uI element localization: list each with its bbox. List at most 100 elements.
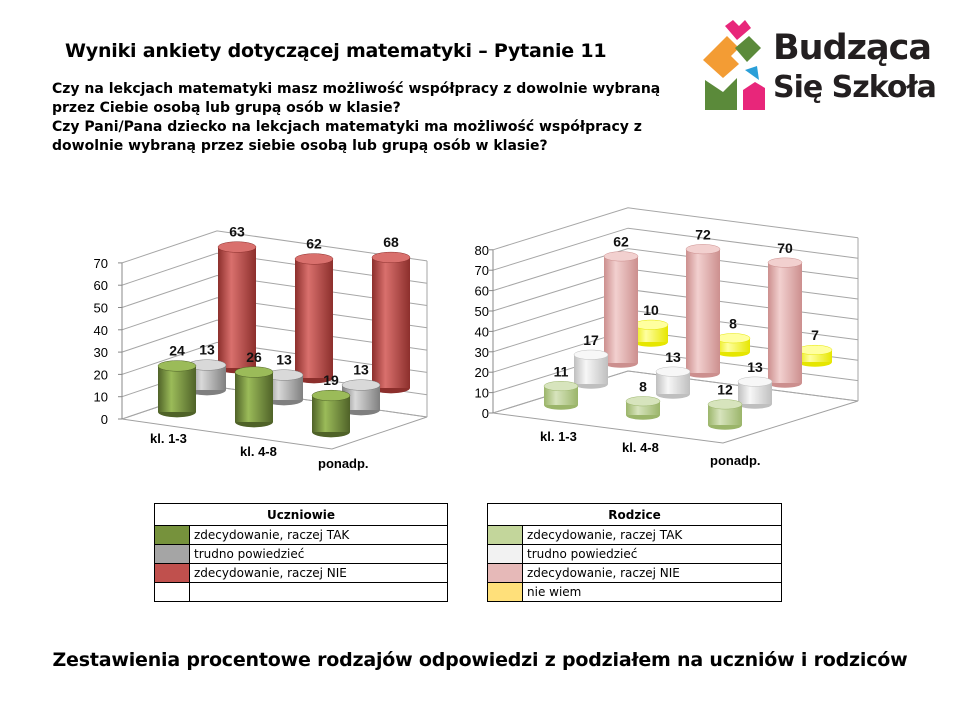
bar-top [311, 389, 351, 402]
bar-trudno-powiedzie-: 13 [655, 349, 691, 399]
logo-text-line2: Się Szkoła [773, 70, 937, 105]
bar-top [797, 344, 833, 355]
y-tick-label: 50 [475, 304, 489, 319]
legend-label: zdecydowanie, raczej TAK [189, 525, 448, 545]
data-label: 72 [695, 226, 711, 242]
bar-top [655, 366, 691, 377]
bar-body [312, 395, 350, 432]
gridline [492, 248, 859, 292]
gridline [121, 297, 428, 331]
bar-zdecydowanie-raczej-tak: 11 [543, 363, 579, 410]
bar-trudno-powiedzie-: 13 [737, 359, 773, 409]
legend-label: zdecydowanie, raczej NIE [522, 563, 782, 583]
data-label: 10 [643, 302, 659, 318]
legend-swatch [487, 544, 523, 564]
data-label: 68 [383, 234, 399, 250]
legend-students: Uczniowie zdecydowanie, raczej TAK trudn… [154, 503, 448, 602]
legend-swatch [487, 582, 523, 602]
bar-nie-wiem: 7 [797, 327, 833, 367]
data-label: 8 [639, 378, 647, 394]
slide-title: Wyniki ankiety dotyczącej matematyki – P… [65, 40, 607, 62]
logo-mark-icon [703, 20, 765, 110]
x-category-label: kl. 1-3 [150, 431, 187, 446]
bar-top [234, 366, 274, 378]
bar-body [218, 247, 256, 368]
bar-zdecydowanie-raczej-nie: 63 [217, 224, 257, 374]
bar-top [625, 396, 661, 407]
x-category-label: ponadp. [318, 456, 369, 471]
chart-students: 0 10 20 30 40 50 60 70 kl. 1-3 kl. 4-8 ponadp. 63 62… [94, 224, 428, 471]
legend-swatch [487, 525, 523, 545]
bar-body [295, 258, 333, 378]
data-label: 17 [583, 332, 599, 348]
y-tick-label: 60 [475, 284, 489, 299]
legend-parents: Rodzice zdecydowanie, raczej TAK trudno … [487, 503, 782, 602]
y-tick-label: 0 [482, 406, 489, 421]
y-tick-label: 10 [475, 386, 489, 401]
data-label: 24 [169, 343, 185, 359]
bar-body [708, 404, 742, 425]
bar-body [656, 371, 690, 394]
bar-zdecydowanie-raczej-nie: 70 [767, 240, 803, 388]
bar-zdecydowanie-raczej-tak: 26 [234, 349, 274, 428]
data-label: 63 [229, 224, 245, 240]
bar-top [603, 251, 639, 262]
y-tick-label: 40 [94, 323, 108, 338]
y-tick-label: 70 [475, 263, 489, 278]
y-tick-label: 30 [94, 345, 108, 360]
data-label: 13 [665, 349, 681, 365]
data-label: 8 [729, 315, 737, 331]
question-text: Czy na lekcjach matematyki masz możliwoś… [52, 80, 672, 156]
slide-caption: Zestawienia procentowe rodzajów odpowied… [52, 649, 908, 671]
data-label: 13 [353, 362, 369, 378]
y-tick-label: 70 [94, 256, 108, 271]
bar-top [685, 244, 721, 255]
bar-top [573, 349, 609, 360]
x-category-label: kl. 4-8 [622, 440, 659, 455]
logo-text-line1: Budząca [773, 28, 932, 68]
gridline [121, 341, 428, 375]
logo: Budząca Się Szkoła [695, 20, 945, 115]
y-tick-label: 20 [94, 367, 108, 382]
bar-top [737, 376, 773, 387]
y-tick-label: 50 [94, 301, 108, 316]
bar-top [633, 319, 669, 330]
legend-label: zdecydowanie, raczej NIE [189, 563, 448, 583]
data-label: 13 [276, 352, 292, 368]
x-category-label: kl. 1-3 [540, 429, 577, 444]
bar-zdecydowanie-raczej-nie: 68 [371, 234, 411, 394]
bar-body [544, 386, 578, 405]
data-label: 19 [323, 372, 339, 388]
bar-top [543, 381, 579, 392]
gridline [492, 268, 859, 312]
data-label: 13 [747, 359, 763, 375]
bar-zdecydowanie-raczej-tak: 19 [311, 372, 351, 438]
bar-zdecydowanie-raczej-nie: 62 [294, 236, 334, 384]
bar-trudno-powiedzie-: 13 [341, 362, 381, 416]
legend-label: trudno powiedzieć [189, 544, 448, 564]
legend-swatch [154, 563, 190, 583]
chart-parents: 0 10 20 30 40 50 60 70 80 kl. 1-3 kl. 4-8 ponadp. 10… [475, 207, 859, 468]
legend-label: zdecydowanie, raczej TAK [522, 525, 782, 545]
bar-top [715, 333, 751, 344]
gridline [492, 227, 859, 271]
y-tick-label: 60 [94, 278, 108, 293]
legend-empty [154, 582, 190, 602]
bar-top [371, 251, 411, 264]
y-tick-label: 80 [475, 243, 489, 258]
legend-label: nie wiem [522, 582, 782, 602]
bar-top [767, 257, 803, 268]
data-label: 13 [199, 342, 215, 358]
legend-label: trudno powiedzieć [522, 544, 782, 564]
bar-body [738, 381, 772, 404]
bar-body [235, 372, 273, 422]
legend-title: Uczniowie [154, 503, 448, 526]
legend-swatch [154, 525, 190, 545]
data-label: 12 [717, 382, 733, 398]
bar-zdecydowanie-raczej-nie: 72 [685, 226, 721, 378]
gridline [121, 252, 428, 286]
gridline [121, 230, 428, 264]
legend-empty [189, 582, 448, 602]
bar-zdecydowanie-raczej-tak: 24 [157, 343, 197, 418]
